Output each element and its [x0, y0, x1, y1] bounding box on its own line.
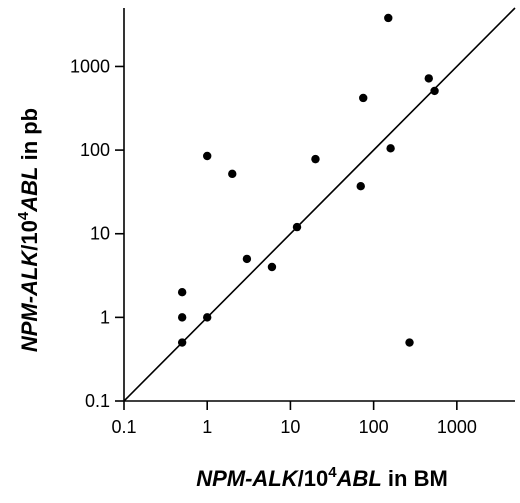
x-tick-label: 1 — [202, 417, 212, 437]
identity-line — [123, 7, 516, 402]
y-axis-title-suffix: in pb — [17, 108, 42, 167]
x-axis-title-suffix: in BM — [382, 466, 448, 491]
data-point — [177, 338, 187, 347]
axes — [123, 8, 515, 402]
y-tick-label: 100 — [80, 140, 110, 160]
data-point — [292, 222, 302, 232]
y-axis-title-exp: 4 — [15, 211, 32, 220]
y-tick-label: 1000 — [70, 56, 110, 76]
data-point — [177, 313, 187, 322]
data-point — [267, 262, 277, 272]
data-point — [405, 338, 414, 347]
data-point — [228, 169, 237, 179]
x-axis-title-ref: ABL — [336, 466, 382, 491]
y-tick-label: 0.1 — [85, 391, 110, 411]
data-point — [177, 287, 187, 297]
x-tick-label: 1000 — [437, 417, 477, 437]
data-point — [424, 74, 433, 83]
data-point — [359, 93, 368, 103]
y-axis-title-slash: /10 — [17, 220, 42, 251]
data-point — [386, 144, 395, 153]
x-tick-label: 10 — [280, 417, 300, 437]
data-point — [384, 13, 393, 23]
data-point — [311, 154, 320, 164]
ticks: 0.1 1 10 100 1000 0.1 1 10 100 1000 — [70, 56, 477, 437]
x-axis-title-gene: NPM-ALK — [196, 466, 300, 491]
y-axis-title-gene: NPM-ALK — [17, 249, 42, 353]
x-axis-title: NPM-ALK/104ABL in BM — [196, 464, 448, 491]
data-point — [356, 182, 365, 191]
data-point — [203, 151, 212, 161]
y-tick-label: 1 — [100, 307, 110, 327]
data-point — [203, 313, 212, 322]
x-tick-label: 100 — [359, 417, 389, 437]
x-tick-label: 0.1 — [111, 417, 136, 437]
reference-line-group — [123, 7, 516, 402]
y-axis-title-ref: ABL — [17, 167, 42, 213]
y-axis-title: NPM-ALK/104ABL in pb — [15, 108, 42, 352]
data-points — [177, 13, 439, 347]
data-point — [430, 86, 439, 96]
y-tick-label: 10 — [90, 224, 110, 244]
x-axis-title-exp: 4 — [328, 464, 337, 481]
x-axis-title-slash: /10 — [298, 466, 329, 491]
data-point — [242, 254, 252, 264]
